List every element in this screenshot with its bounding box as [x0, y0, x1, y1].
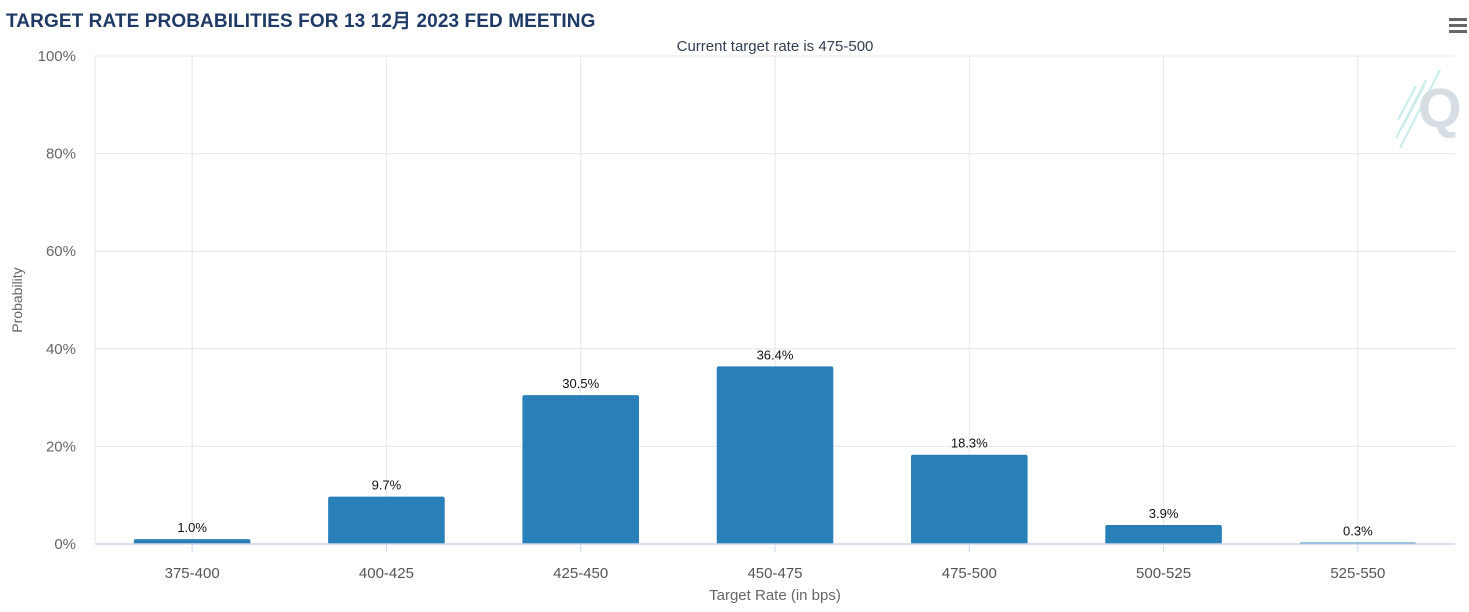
x-tick-label: 375-400: [165, 565, 220, 582]
bar-450-475[interactable]: [716, 366, 834, 544]
data-label-425-450: 30.5%: [562, 376, 599, 391]
data-label-475-500: 18.3%: [951, 436, 988, 451]
y-tick-label: 80%: [46, 146, 76, 163]
y-tick-label: 60%: [46, 243, 76, 260]
bar-475-500[interactable]: [911, 454, 1028, 544]
watermark-logo-icon: Q: [1395, 68, 1462, 152]
x-tick-label: 425-450: [553, 565, 608, 582]
bar-425-450[interactable]: [522, 395, 639, 544]
hamburger-menu-icon[interactable]: [1449, 18, 1467, 34]
y-tick-label: 100%: [38, 48, 76, 65]
y-tick-label: 40%: [46, 341, 76, 358]
chart-title: TARGET RATE PROBABILITIES FOR 13 12月 202…: [6, 11, 596, 32]
data-label-400-425: 9.7%: [372, 478, 402, 493]
y-tick-label: 0%: [54, 536, 76, 553]
data-label-500-525: 3.9%: [1149, 506, 1179, 521]
y-tick-label: 20%: [46, 438, 76, 455]
x-tick-label: 525-550: [1330, 565, 1385, 582]
x-tick-label: 500-525: [1136, 565, 1191, 582]
logo-letter: Q: [1418, 76, 1462, 139]
x-tick-label: 450-475: [747, 565, 802, 582]
chart-subtitle: Current target rate is 475-500: [676, 38, 874, 55]
x-tick-label: 400-425: [359, 565, 414, 582]
bar-500-525[interactable]: [1105, 524, 1222, 544]
bar-375-400[interactable]: [133, 539, 251, 544]
data-label-375-400: 1.0%: [177, 520, 207, 535]
bar-400-425[interactable]: [328, 496, 445, 544]
data-label-525-550: 0.3%: [1343, 524, 1373, 539]
x-tick-label: 475-500: [942, 565, 997, 582]
x-axis-label: Target Rate (in bps): [709, 587, 841, 604]
data-label-450-475: 36.4%: [757, 347, 794, 362]
